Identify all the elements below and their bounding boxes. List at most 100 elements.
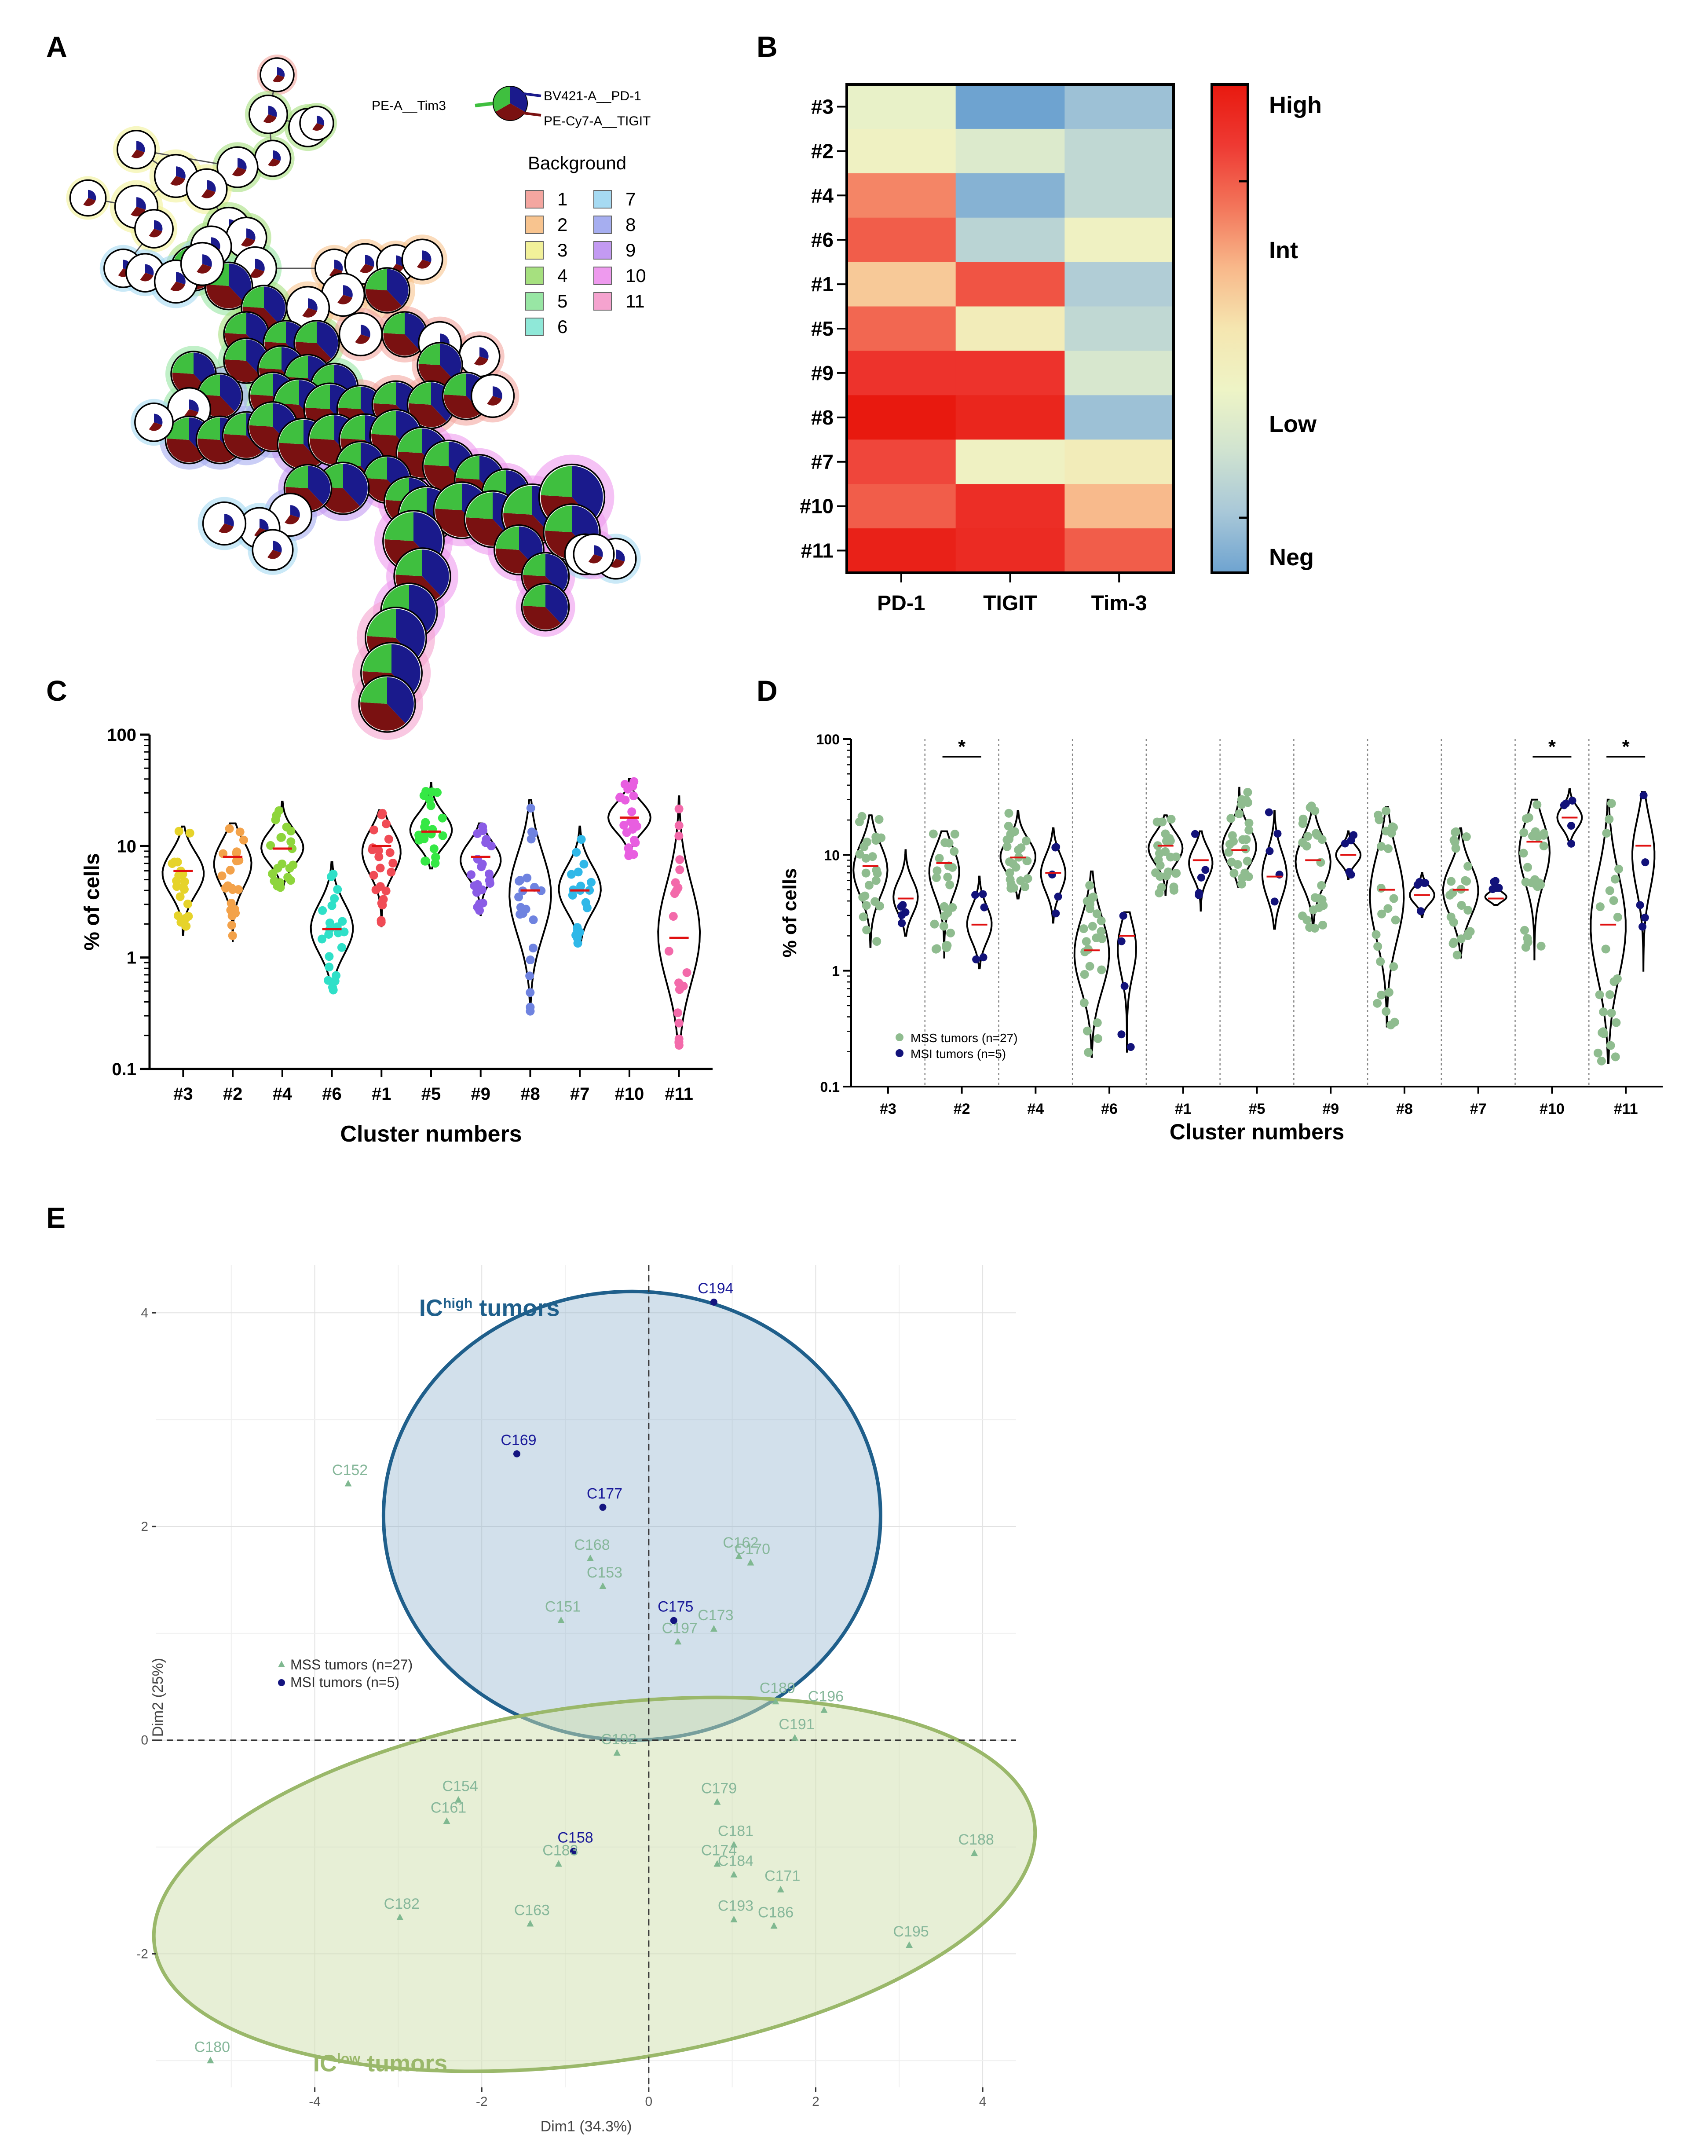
tim3-wedge <box>424 442 449 466</box>
tigit-key-line <box>523 112 541 117</box>
mss-point <box>730 1841 738 1848</box>
data-point <box>326 872 336 881</box>
heatmap-cell <box>847 439 956 484</box>
y-tick-label: -2 <box>136 1947 148 1961</box>
data-point <box>1595 902 1605 911</box>
data-point <box>1005 868 1014 878</box>
tim3-wedge <box>264 150 273 165</box>
heatmap-cell <box>847 217 956 263</box>
data-point <box>1416 907 1425 915</box>
tigit-wedge <box>610 559 625 568</box>
pd1-wedge <box>136 197 146 210</box>
data-point <box>420 834 429 843</box>
data-point <box>234 856 244 865</box>
heatmap-cell <box>847 528 956 573</box>
point-label: C168 <box>574 1537 610 1553</box>
data-point <box>1539 842 1548 851</box>
tigit-wedge <box>355 334 370 344</box>
tim3-wedge <box>435 483 462 510</box>
data-point <box>1005 857 1014 867</box>
data-point <box>515 876 524 886</box>
point-label: C174 <box>701 1842 737 1859</box>
data-point <box>1445 890 1455 900</box>
x-axis-label: Dim1 (34.3%) <box>541 2118 632 2135</box>
background-legend-label: 1 <box>557 189 567 209</box>
tim3-wedge <box>360 677 387 704</box>
legend-label: MSI tumors (n=5) <box>290 1674 399 1690</box>
pd1-wedge <box>361 325 370 337</box>
mss-point <box>443 1817 450 1824</box>
data-point <box>674 978 683 988</box>
data-point <box>631 838 640 847</box>
data-point <box>227 921 236 930</box>
x-tick-label: #1 <box>1175 1101 1192 1117</box>
data-point <box>1599 1029 1609 1038</box>
x-axis-label: Cluster numbers <box>1170 1120 1344 1144</box>
x-tick-label: #11 <box>1614 1101 1638 1117</box>
y-tick-label: 2 <box>141 1519 148 1534</box>
violin-outline <box>460 822 502 916</box>
data-point <box>1004 821 1013 831</box>
data-point <box>324 930 333 939</box>
tim3-wedge <box>483 470 506 493</box>
x-tick-label: -4 <box>309 2094 321 2109</box>
tim3-wedge <box>298 298 308 316</box>
x-tick-label: #8 <box>520 1084 540 1104</box>
data-point <box>1016 876 1025 885</box>
tim3-wedge <box>285 466 308 488</box>
tigit-wedge <box>366 289 402 312</box>
point-label: C153 <box>587 1564 622 1581</box>
mss-point <box>772 1698 779 1705</box>
point-label: C194 <box>698 1280 733 1297</box>
tigit-wedge <box>83 198 96 206</box>
data-point <box>674 804 684 813</box>
data-point <box>874 815 884 824</box>
data-point <box>328 983 337 992</box>
tim3-wedge <box>250 373 273 396</box>
point-label: C188 <box>958 1831 994 1848</box>
data-point <box>1229 837 1238 846</box>
data-point <box>1377 909 1386 919</box>
data-point <box>529 915 538 924</box>
violin-outline <box>1073 870 1110 1058</box>
panel-letter-b: B <box>757 30 778 63</box>
pd1-wedge <box>202 254 212 267</box>
data-point <box>1495 884 1503 892</box>
data-point <box>1244 826 1254 835</box>
pd1-wedge <box>277 67 285 77</box>
tim3-wedge <box>114 260 123 275</box>
tim3-wedge <box>295 322 317 343</box>
tree-node <box>299 106 334 141</box>
data-point <box>478 822 487 831</box>
data-point <box>629 791 638 801</box>
background-swatch <box>525 241 544 260</box>
data-point <box>525 971 534 981</box>
background-legend-label: 4 <box>557 265 567 286</box>
pd1-wedge <box>387 269 409 306</box>
x-tick-label: -2 <box>476 2094 488 2109</box>
data-point <box>979 890 987 898</box>
pd1-wedge <box>238 158 247 170</box>
data-point <box>327 901 336 910</box>
mss-point <box>555 1860 562 1867</box>
point-label: C175 <box>658 1599 693 1615</box>
tim3-wedge <box>541 466 572 497</box>
heatmap-cell <box>955 484 1065 529</box>
data-point <box>1523 863 1532 872</box>
data-point <box>421 818 430 827</box>
tigit-wedge <box>487 396 502 406</box>
data-point <box>1117 1030 1126 1039</box>
tim3-wedge <box>483 386 493 404</box>
data-point <box>174 871 183 880</box>
tree-node <box>216 146 259 188</box>
mss-point <box>599 1582 607 1589</box>
background-legend-label: 8 <box>625 214 636 235</box>
row-label: #1 <box>811 273 834 296</box>
data-point <box>939 922 948 931</box>
tim3-wedge <box>470 347 479 364</box>
data-point <box>1086 900 1095 909</box>
tigit-wedge <box>170 176 185 186</box>
data-point <box>1171 852 1181 861</box>
data-point <box>1383 844 1393 853</box>
data-point <box>1298 819 1307 828</box>
